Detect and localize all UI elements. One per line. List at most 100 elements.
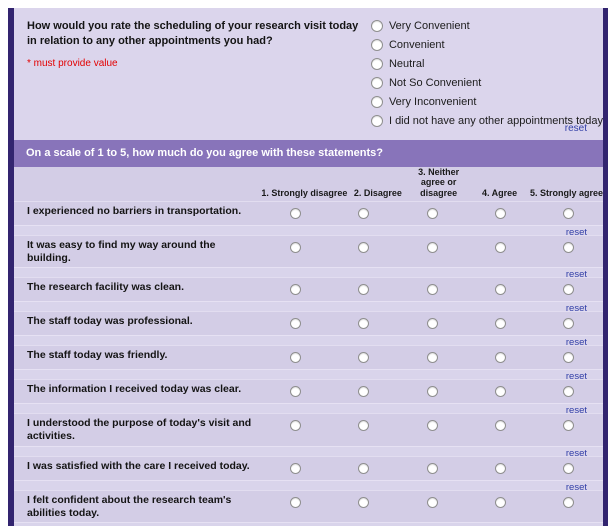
matrix-row: It was easy to find my way around the bu… <box>14 235 603 281</box>
radio-button[interactable] <box>495 352 506 364</box>
matrix-cell <box>261 280 329 300</box>
matrix-cell <box>535 238 603 258</box>
survey-form: How would you rate the scheduling of you… <box>8 8 608 526</box>
radio-button[interactable] <box>563 318 575 330</box>
radio-option[interactable]: Convenient <box>370 35 603 54</box>
radio-button[interactable] <box>426 208 438 220</box>
matrix-cell <box>466 348 534 368</box>
reset-link[interactable]: reset <box>565 269 587 281</box>
radio-button[interactable] <box>358 242 370 254</box>
matrix-cell <box>535 204 603 224</box>
matrix-cell <box>330 238 398 258</box>
option-label[interactable]: Very Convenient <box>388 19 470 32</box>
matrix-row: The staff today was friendly. reset <box>14 345 603 383</box>
option-label[interactable]: Convenient <box>388 38 445 51</box>
radio-button[interactable] <box>290 318 302 330</box>
row-label: The staff today was professional. <box>27 315 193 328</box>
radio-button[interactable] <box>426 352 438 364</box>
radio-button[interactable] <box>358 284 370 296</box>
radio-button[interactable] <box>290 496 302 508</box>
radio-button[interactable] <box>495 462 506 474</box>
radio-button[interactable] <box>495 496 506 508</box>
radio-button[interactable] <box>426 496 438 508</box>
radio-button[interactable] <box>290 420 302 432</box>
radio-button[interactable] <box>358 420 370 432</box>
reset-link[interactable]: reset <box>565 227 587 239</box>
reset-link[interactable]: reset <box>565 371 587 383</box>
radio-button[interactable] <box>290 242 302 254</box>
radio-button[interactable] <box>358 208 370 220</box>
radio-button[interactable] <box>370 76 383 89</box>
radio-button[interactable] <box>495 318 506 330</box>
radio-button[interactable] <box>370 114 383 127</box>
radio-button[interactable] <box>495 242 506 254</box>
matrix-row: I experienced no barriers in transportat… <box>14 201 603 239</box>
reset-link[interactable]: reset <box>564 123 587 134</box>
matrix-row: I was satisfied with the care I received… <box>14 455 603 493</box>
row-label: The research facility was clean. <box>27 281 184 294</box>
row-reset: reset <box>14 369 603 383</box>
row-label: I understood the purpose of today's visi… <box>27 417 252 443</box>
reset-link[interactable]: reset <box>565 303 587 315</box>
option-label[interactable]: Neutral <box>388 57 425 70</box>
radio-button[interactable] <box>563 208 575 220</box>
radio-button[interactable] <box>358 462 370 474</box>
option-label[interactable]: Not So Convenient <box>388 76 482 89</box>
radio-button[interactable] <box>495 386 506 398</box>
radio-button[interactable] <box>370 57 383 70</box>
radio-button[interactable] <box>426 284 438 296</box>
reset-link[interactable]: reset <box>565 405 587 417</box>
radio-button[interactable] <box>426 318 438 330</box>
matrix-cell <box>466 459 534 479</box>
reset-link[interactable]: reset <box>565 337 587 349</box>
radio-option[interactable]: Neutral <box>370 54 603 73</box>
radio-button[interactable] <box>290 284 302 296</box>
option-label[interactable]: I did not have any other appointments to… <box>388 114 603 127</box>
radio-option[interactable]: Very Convenient <box>370 16 603 35</box>
radio-button[interactable] <box>358 386 370 398</box>
radio-option[interactable]: Not So Convenient <box>370 73 603 92</box>
matrix-cell <box>398 493 466 513</box>
radio-button[interactable] <box>290 208 302 220</box>
radio-button[interactable] <box>426 420 438 432</box>
radio-button[interactable] <box>290 386 302 398</box>
radio-button[interactable] <box>563 462 575 474</box>
section-header: On a scale of 1 to 5, how much do you ag… <box>14 140 603 167</box>
matrix-cell <box>330 314 398 334</box>
reset-link[interactable]: reset <box>565 447 587 459</box>
radio-button[interactable] <box>370 19 383 32</box>
matrix-cell <box>398 280 466 300</box>
radio-button[interactable] <box>290 462 302 474</box>
matrix-row: I understood the purpose of today's visi… <box>14 413 603 458</box>
matrix-cell <box>535 280 603 300</box>
radio-option[interactable]: Very Inconvenient <box>370 92 603 111</box>
option-label[interactable]: Very Inconvenient <box>388 95 477 108</box>
matrix-cell <box>330 416 398 436</box>
radio-button[interactable] <box>495 208 506 220</box>
radio-button[interactable] <box>370 38 383 51</box>
matrix-cell <box>466 314 534 334</box>
matrix-cell <box>330 348 398 368</box>
radio-button[interactable] <box>563 496 575 508</box>
radio-button[interactable] <box>426 242 438 254</box>
matrix-rows: I experienced no barriers in transportat… <box>14 201 603 526</box>
radio-button[interactable] <box>563 242 575 254</box>
matrix-cell <box>261 238 329 258</box>
radio-button[interactable] <box>495 420 506 432</box>
radio-button[interactable] <box>563 352 575 364</box>
radio-option[interactable]: I did not have any other appointments to… <box>370 111 603 130</box>
row-label: The information I received today was cle… <box>27 383 242 396</box>
radio-button[interactable] <box>290 352 302 364</box>
radio-button[interactable] <box>563 386 575 398</box>
radio-button[interactable] <box>426 386 438 398</box>
radio-button[interactable] <box>563 284 575 296</box>
radio-button[interactable] <box>426 462 438 474</box>
reset-link[interactable]: reset <box>566 524 587 526</box>
radio-button[interactable] <box>495 284 506 296</box>
radio-button[interactable] <box>358 496 370 508</box>
radio-button[interactable] <box>563 420 575 432</box>
radio-button[interactable] <box>358 318 370 330</box>
radio-button[interactable] <box>358 352 370 364</box>
radio-button[interactable] <box>370 95 383 108</box>
reset-link[interactable]: reset <box>565 481 587 493</box>
